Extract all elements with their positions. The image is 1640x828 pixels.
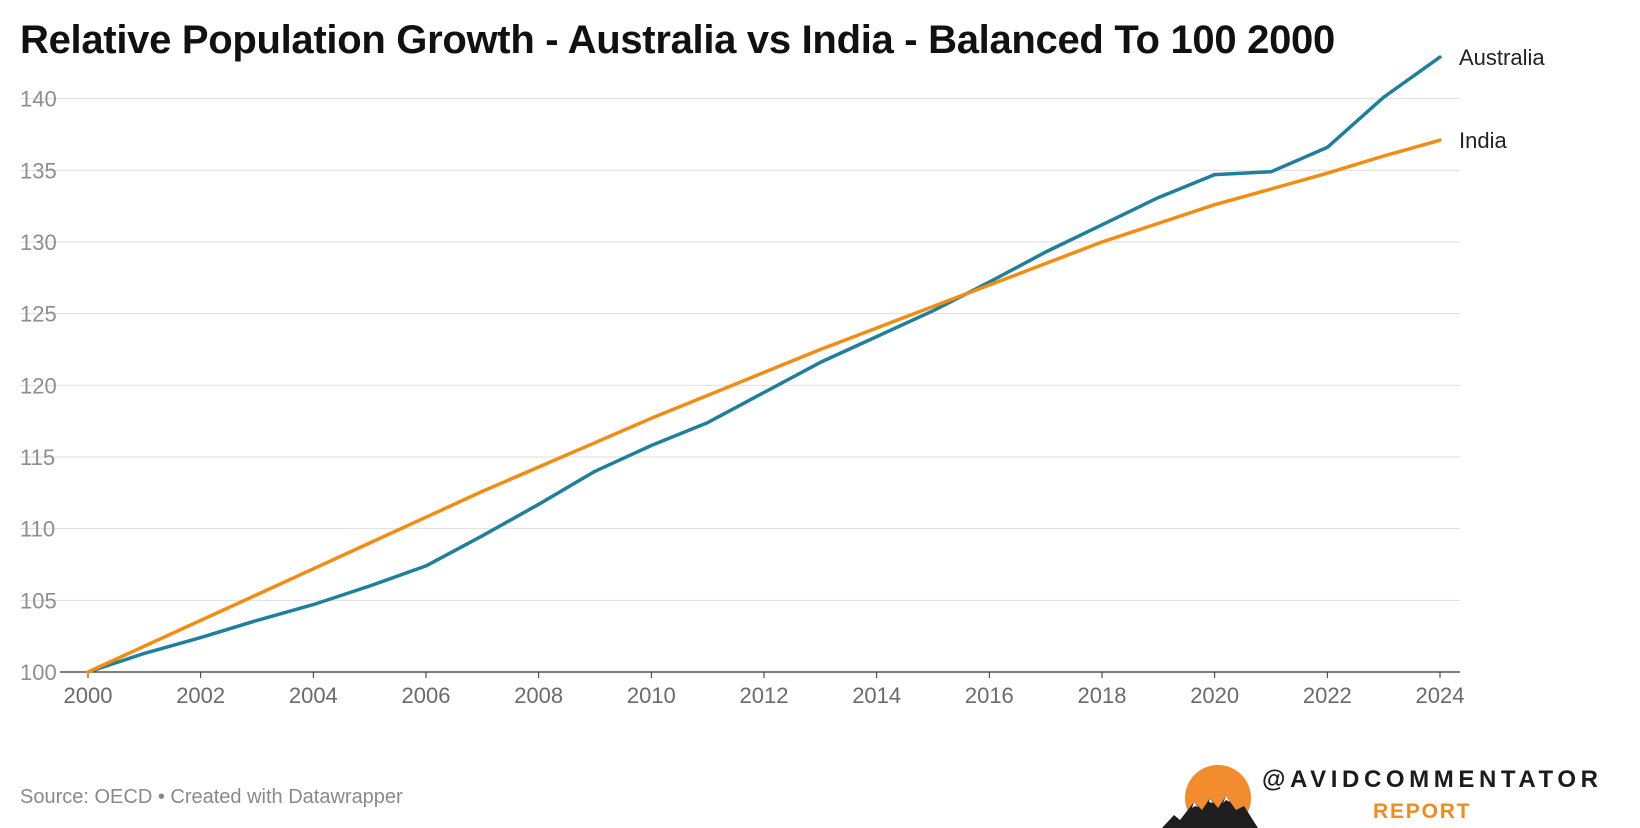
x-tick-label: 2000 (64, 683, 113, 708)
y-tick-label: 140 (20, 87, 57, 112)
y-tick-label: 130 (20, 230, 57, 255)
x-tick-label: 2018 (1078, 683, 1127, 708)
x-tick-label: 2020 (1190, 683, 1239, 708)
y-tick-label: 115 (20, 445, 55, 470)
series-lines (86, 55, 1442, 674)
line-chart: 100 105 110 115 120 125 130 135 140 2000 2002 2004… (20, 45, 1545, 708)
source-note: Source: OECD • Created with Datawrapper (20, 786, 403, 808)
brand-subtitle: REPORT (1373, 800, 1472, 823)
x-tick-label: 2022 (1303, 683, 1352, 708)
mountain-icon (1162, 796, 1258, 828)
x-tick-label: 2012 (740, 683, 789, 708)
brand-handle: @AVIDCOMMENTATOR (1262, 766, 1603, 793)
series-label-india: India (1459, 128, 1507, 153)
x-tick-label: 2004 (289, 683, 338, 708)
x-tick-label: 2002 (176, 683, 225, 708)
chart-title: Relative Population Growth - Australia v… (20, 18, 1335, 62)
series-label-australia: Australia (1459, 45, 1545, 70)
series-line-india (86, 138, 1442, 674)
x-tick-label: 2010 (627, 683, 676, 708)
y-tick-label: 110 (20, 517, 55, 542)
x-axis-ticks: 2000 2002 2004 2006 2008 2010 2012 2014 2016 2018… (64, 672, 1465, 708)
x-tick-label: 2014 (852, 683, 901, 708)
brand-logo: @AVIDCOMMENTATOR REPORT (1160, 760, 1600, 828)
mountain-snow-icon (1192, 796, 1230, 808)
series-line-australia (86, 55, 1442, 674)
y-axis-ticks: 100 105 110 115 120 125 130 135 140 (20, 87, 57, 685)
mountain-sun-icon (1162, 765, 1258, 828)
y-tick-label: 105 (20, 588, 57, 613)
x-tick-label: 2006 (402, 683, 451, 708)
y-tick-label: 100 (20, 660, 57, 685)
x-tick-label: 2016 (965, 683, 1014, 708)
y-tick-label: 135 (20, 158, 57, 183)
series-labels: Australia India (1459, 45, 1545, 153)
gridlines (20, 98, 1460, 601)
x-tick-label: 2008 (514, 683, 563, 708)
y-tick-label: 125 (20, 302, 57, 327)
x-tick-label: 2024 (1416, 683, 1465, 708)
y-tick-label: 120 (20, 373, 57, 398)
